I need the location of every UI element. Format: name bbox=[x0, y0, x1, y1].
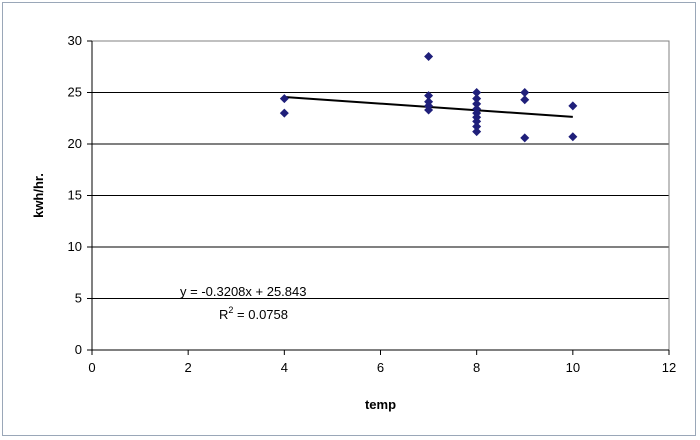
x-tick-label: 2 bbox=[185, 360, 192, 375]
y-tick-label: 25 bbox=[68, 85, 82, 100]
y-tick-label: 10 bbox=[68, 239, 82, 254]
x-tick-label: 12 bbox=[662, 360, 676, 375]
data-point bbox=[472, 116, 482, 126]
data-point bbox=[424, 91, 434, 101]
x-tick-label: 8 bbox=[473, 360, 480, 375]
x-tick-label: 4 bbox=[281, 360, 288, 375]
data-point bbox=[568, 132, 578, 142]
gridlines bbox=[92, 40, 669, 299]
x-tick-label: 0 bbox=[88, 360, 95, 375]
data-points bbox=[279, 51, 578, 143]
chart-frame: 0 5 10 15 20 25 30 0 2 4 6 8 10 12 temp kwh/hr. y = -… bbox=[2, 2, 696, 436]
data-point bbox=[279, 94, 289, 104]
axes bbox=[87, 40, 670, 355]
data-point bbox=[279, 108, 289, 118]
y-axis-title: kwh/hr. bbox=[31, 173, 46, 218]
data-point bbox=[520, 88, 530, 97]
y-tick-label: 20 bbox=[68, 136, 82, 151]
data-point bbox=[520, 95, 530, 105]
data-point bbox=[472, 88, 482, 97]
y-tick-label: 5 bbox=[75, 291, 82, 306]
r-squared-symbol: R bbox=[219, 307, 228, 322]
y-tick-label: 0 bbox=[75, 342, 82, 357]
data-point bbox=[568, 101, 578, 111]
data-point bbox=[472, 121, 482, 131]
data-point bbox=[472, 94, 482, 104]
tick-labels: 0 5 10 15 20 25 30 0 2 4 6 8 10 12 bbox=[68, 33, 677, 375]
scatter-chart: 0 5 10 15 20 25 30 0 2 4 6 8 10 12 temp kwh/hr. y = -… bbox=[31, 33, 677, 412]
x-tick-label: 6 bbox=[377, 360, 384, 375]
data-point bbox=[424, 51, 434, 61]
y-tick-label: 15 bbox=[68, 188, 82, 203]
x-axis-title: temp bbox=[365, 397, 396, 412]
y-tick-label: 30 bbox=[68, 33, 82, 48]
r-squared-value: = 0.0758 bbox=[233, 307, 288, 322]
trendline-equation: y = -0.3208x + 25.843 bbox=[180, 284, 306, 299]
r-squared-label: R2 = 0.0758 bbox=[219, 305, 288, 322]
data-point bbox=[424, 105, 434, 115]
data-point bbox=[472, 127, 482, 137]
data-point bbox=[520, 133, 530, 143]
r-squared-exponent: 2 bbox=[228, 305, 233, 315]
data-point bbox=[472, 99, 482, 109]
x-tick-label: 10 bbox=[566, 360, 580, 375]
